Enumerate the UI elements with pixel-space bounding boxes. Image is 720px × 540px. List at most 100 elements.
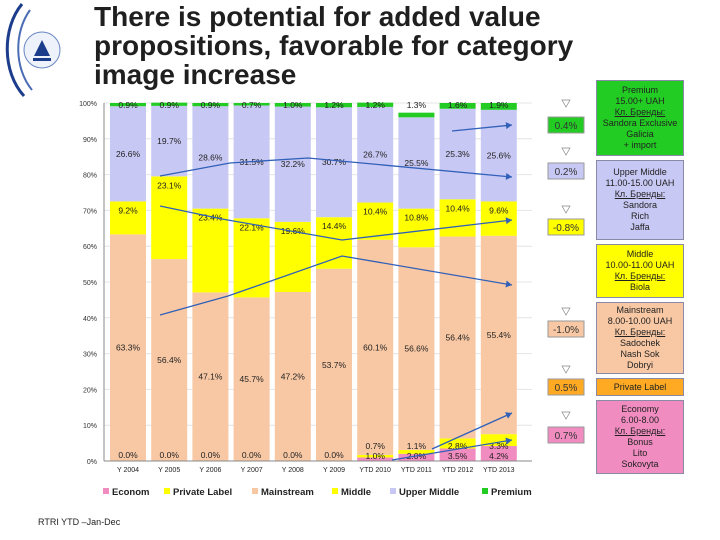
data-label-upper-middle: 25.5% [404,158,429,168]
data-label-private-label: 0.0% [201,450,221,460]
bar-segment-mainstream [480,235,517,435]
trend-arrow [159,205,513,241]
bar-segment-premium [480,103,517,110]
data-label-upper-middle: 25.6% [487,151,512,161]
bar-segment-econom [480,445,517,461]
data-label-premium: 0.9% [160,100,180,110]
bar-segment-private-label [398,449,435,454]
arrow-head [505,280,512,288]
segment-description-line: 15.00+ UAH [615,96,665,106]
data-label-private-label: 0.0% [324,450,344,460]
data-label-mainstream: 56.4% [157,355,182,365]
bar-segment-mainstream [357,239,394,455]
change-tag [547,378,585,396]
segment-description-box: Mainstream 8.00-10.00 UAH Кл. Бренды: Sadoc… [596,302,684,374]
data-label-middle: 22.1% [240,222,265,232]
change-tag [547,320,585,338]
down-arrow-icon [561,307,571,316]
arrow-head [505,217,512,225]
bar-segment-private-label [439,438,476,449]
segment-description-line: Upper Middle [613,167,667,177]
slide-title: There is potential for added value propo… [94,1,574,90]
data-label-premium: 1.6% [448,100,468,110]
data-label-middle: 14.4% [322,221,347,231]
bar-segment-upper-middle [439,108,476,200]
trend-arrow [431,412,513,450]
bar-segment-premium [439,103,476,109]
company-logo [5,3,61,98]
data-label-premium: 1.0% [283,100,303,110]
footer-note: RTRI YTD –Jan-Dec [38,517,121,527]
segment-description-line: Private Label [613,381,667,392]
legend-label: Middle [341,487,371,498]
segment-description-line: Sokovyta [621,459,659,469]
bar-segment-upper-middle [192,106,229,209]
trend-arrow [451,124,513,132]
segment-description-line: Bonus [627,437,653,447]
data-label-mainstream: 53.7% [322,360,347,370]
bar-segment-premium [357,102,394,107]
bar-segment-premium [398,112,435,118]
down-arrow-icon [561,365,571,374]
data-label-mainstream: 56.4% [446,332,471,342]
down-arrow-icon [561,411,571,420]
legend-label: Upper Middle [399,487,459,498]
data-label-mainstream: 56.6% [404,344,429,354]
arrow-head [505,172,512,180]
segment-description-line: Sandora Exclusive [602,118,678,128]
y-tick-label: 10% [83,423,97,430]
y-tick-label: 90% [83,137,97,144]
legend-swatch [390,488,396,494]
segment-description-line: Economy [621,404,659,414]
down-arrow-icon [561,99,571,108]
bar-segment-econom [357,457,394,461]
x-tick-label: Y 2007 [241,467,263,474]
data-label-private-label: 3.3% [489,441,509,451]
bar-segment-mainstream [233,297,270,461]
segment-description-line: Premium [621,85,658,95]
data-label-upper-middle: 32.2% [281,159,306,169]
segment-description-box: Economy 6.00-8.00 Кл. Бренды: Bonus Lito Soko… [596,400,684,474]
bar-segment-econom [439,448,476,461]
data-label-middle: 9.6% [489,205,509,215]
segment-description-box: Premium 15.00+ UAH Кл. Бренды: Sandora Excl… [596,80,684,156]
segment-description-box: Private Label [596,378,684,396]
bar-segment-mainstream [439,236,476,439]
data-label-upper-middle: 26.6% [116,149,141,159]
segment-description-line: Кл. Бренды: [614,107,666,117]
data-label-upper-middle: 30.7% [322,157,347,167]
bar-segment-econom [398,453,435,461]
data-label-premium: 0.7% [242,100,262,110]
legend-swatch [482,488,488,494]
segment-description-line: Lito [632,448,648,458]
segment-description-line: Galicia [626,129,654,139]
x-tick-label: Y 2004 [117,467,139,474]
trend-arrow [159,255,513,316]
segment-description-line: Jaffa [630,222,650,232]
data-label-premium: 1.2% [324,100,344,110]
segment-description-line: Biola [629,282,650,292]
segment-description-line: Middle [626,249,654,259]
data-label-middle: 10.8% [404,213,429,223]
bar-segment-mainstream [151,259,188,461]
data-label-middle: 10.4% [363,207,388,217]
y-tick-label: 20% [83,387,97,394]
data-label-upper-middle: 26.7% [363,150,388,160]
y-tick-label: 40% [83,316,97,323]
segment-description-line: Sadochek [619,338,661,348]
bar-segment-upper-middle [274,106,311,222]
data-label-premium: 0.9% [201,100,221,110]
segment-description-line: + import [623,140,657,150]
bar-segment-middle [398,208,435,248]
data-label-mainstream: 45.7% [240,374,265,384]
change-value: 0.4% [555,121,578,132]
segment-description-line: 10.00-11.00 UAH [605,260,675,270]
trend-arrow [159,157,513,178]
bar-segment-middle [192,208,229,293]
bar-segment-mainstream [110,234,146,461]
change-tag [547,426,585,444]
bar-segment-middle [357,202,394,240]
change-tag [547,218,585,236]
x-tick-label: YTD 2012 [442,467,474,474]
bar-segment-middle [233,218,270,298]
